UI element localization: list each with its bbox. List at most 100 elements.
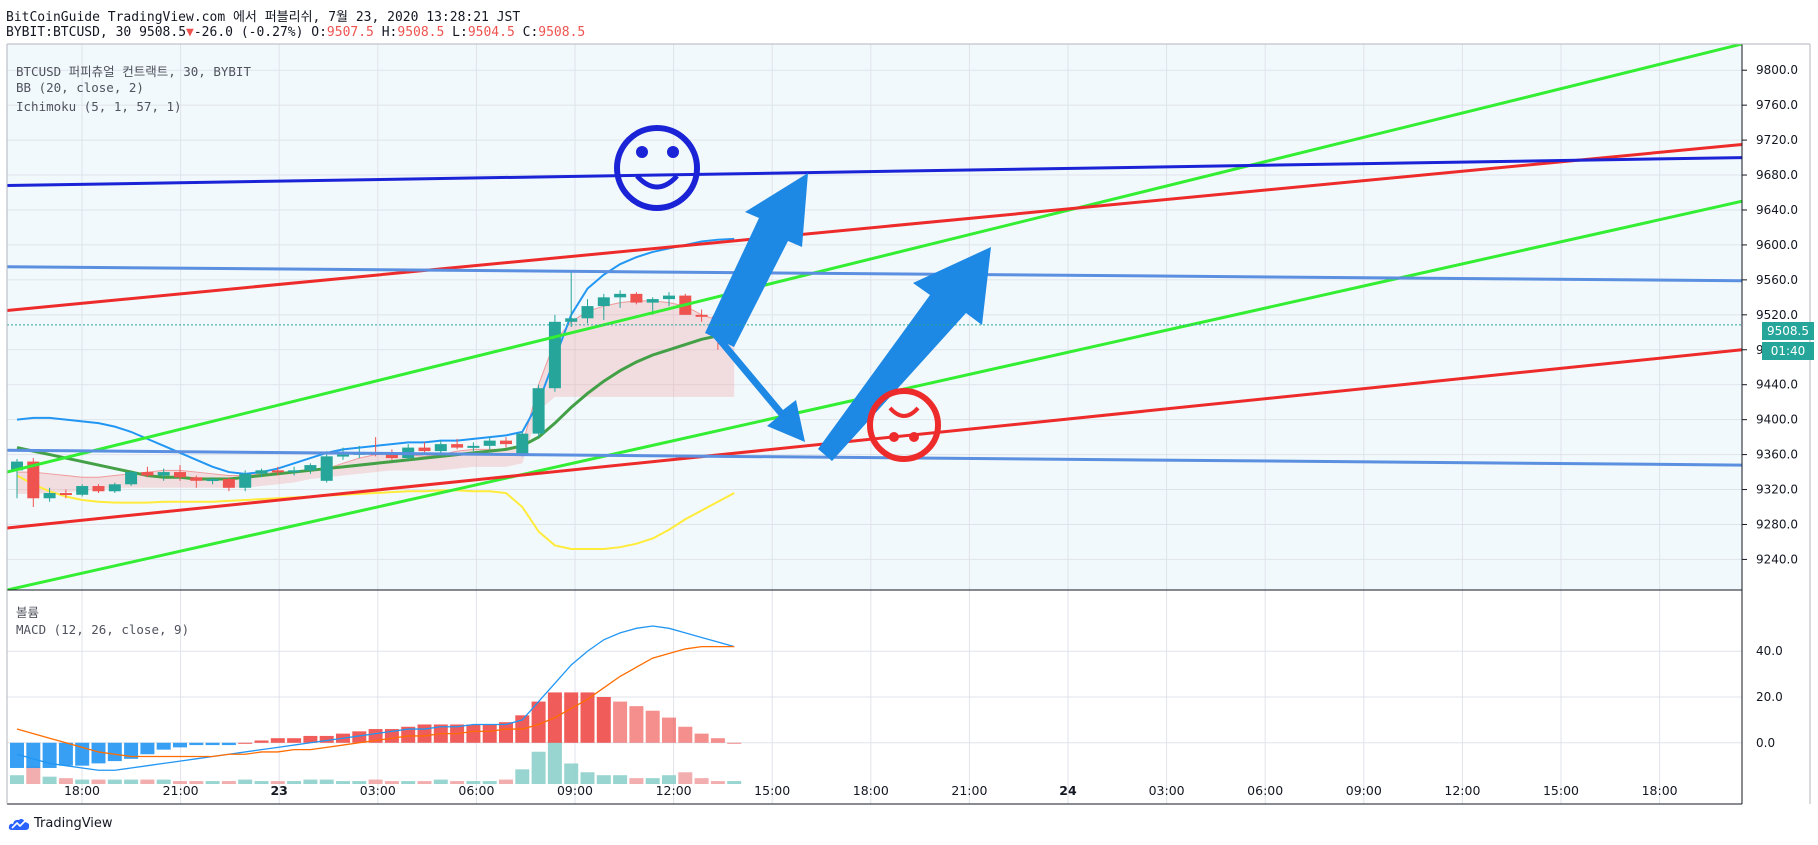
candle-body [320,456,333,481]
candle-body [239,473,252,488]
trendline-red[interactable] [7,142,1742,312]
price-tick-label: 9600.0 [1756,238,1798,252]
volume-bar [173,781,187,784]
candle-body [532,388,545,434]
tradingview-logo[interactable]: TradingView [8,816,113,831]
price-tick-label: 9680.0 [1756,168,1798,182]
macd-tick-label: 40.0 [1756,644,1783,658]
trendline-lightblue[interactable] [7,265,1742,283]
candle-body [646,299,659,303]
candle-body [43,493,56,499]
candle-body [288,470,301,473]
time-tick-label: 06:00 [1247,783,1283,798]
candle-body [125,472,138,485]
candle-body [581,306,594,319]
time-tick-label: 09:00 [557,783,593,798]
macd-histogram-bar [319,735,334,743]
candle-body [92,486,105,492]
volume-bar [580,772,595,784]
volume-bar [42,776,57,784]
time-tick-label: 15:00 [754,783,790,798]
trendline-green[interactable] [7,44,1742,474]
candle-body [222,479,235,488]
candle-body [337,454,349,457]
candle-body [418,447,431,452]
time-tick-label: 24 [1059,783,1077,798]
volume-bar [368,779,383,784]
trendline-lightblue[interactable] [7,448,1742,467]
volume-bar [10,775,24,784]
macd-histogram-bar [270,738,285,743]
macd-tick-label: 20.0 [1756,690,1783,704]
macd-histogram-bar [287,738,302,743]
macd-legend[interactable]: MACD (12, 26, close, 9) [16,622,190,637]
time-tick-label: 15:00 [1543,783,1579,798]
price-change: -26.0 (-0.27%) [193,25,304,40]
time-tick-label: 23 [270,783,287,798]
volume-bar [107,779,122,784]
candle-body [516,433,529,455]
macd-histogram-bar [303,735,318,743]
time-tick-label: 09:00 [1346,783,1382,798]
bb-legend[interactable]: BB (20, close, 2) [16,80,144,95]
candle-body [385,454,398,459]
candle-body [483,440,496,446]
sad-face-icon[interactable] [867,388,941,462]
macd-histogram-bar [531,701,546,743]
volume-bar [727,781,742,784]
arrow-up-to-target[interactable] [705,173,808,347]
macd-histogram-bar [189,742,204,746]
symbol-label: BYBIT:BTCUSD, 30 [6,25,132,40]
high-label: H: [381,25,398,40]
volume-bar [694,778,709,784]
macd-pane [7,625,1742,784]
volume-bar [221,781,236,784]
volume-bar [629,778,644,784]
close-label: C: [522,25,539,40]
macd-histogram-bar [26,742,41,768]
candle-body [304,465,317,471]
volume-bar [287,781,302,784]
volume-bar [645,778,660,784]
volume-bar [91,779,106,784]
volume-bar [401,781,416,784]
macd-histogram-bar [107,742,122,762]
price-tick-label: 9520.0 [1756,308,1798,322]
volume-bar [710,781,725,784]
price-pane-bg [7,44,1742,590]
price-tick-label: 9360.0 [1756,448,1798,462]
time-axis[interactable]: 18:00 21:00 23 03:00 06:00 09:00 12:00 15:00 18:… [64,783,1678,798]
volume-bar [482,781,497,784]
price-tick-label: 9760.0 [1756,98,1798,112]
arrow-up-second-target[interactable] [818,247,991,461]
time-tick-label: 18:00 [853,783,889,798]
price-tick-label: 9240.0 [1756,552,1798,566]
volume-bar [450,781,465,784]
trendline-blue[interactable] [7,156,1742,188]
candle-body [271,470,284,473]
volume-legend[interactable]: 볼륨 [16,605,40,620]
macd-histogram-bar [580,692,595,743]
candle-body [174,472,186,478]
time-tick-label: 21:00 [951,783,987,798]
macd-histogram-bar [564,692,579,743]
close-value: 9508.5 [538,25,586,40]
candle-body [451,444,464,448]
volume-bar [303,779,318,784]
price-axis[interactable]: 9800.0 9760.0 9720.0 9680.0 9640.0 9600.0 9560… [1742,63,1798,566]
candle-body [59,493,72,496]
low-label: L: [452,25,468,40]
smiley-face-icon[interactable] [614,125,700,211]
macd-histogram-bar [124,742,139,759]
bar-countdown-badge: 01:40 [1762,342,1814,360]
macd-histogram-bar [58,742,73,766]
drawing-arrows[interactable] [705,173,991,461]
candle-body [11,461,23,471]
candle-body [206,479,219,482]
arrow-down-to-support[interactable] [707,324,805,442]
symbol-legend[interactable]: BTCUSD 퍼피츄얼 컨트랙트, 30, BYBIT [16,64,251,79]
macd-histogram-bar [678,726,693,743]
down-arrow-icon: ▼ [186,25,194,40]
ichimoku-legend[interactable]: Ichimoku (5, 1, 57, 1) [16,99,182,114]
